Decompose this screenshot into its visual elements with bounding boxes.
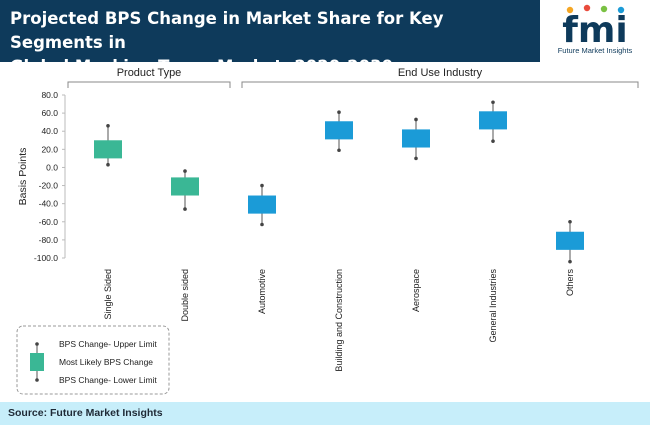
boxes — [94, 100, 584, 264]
legend-likely-label: Most Likely BPS Change — [59, 357, 153, 367]
x-tick-label: Double sided — [180, 269, 190, 322]
x-tick-label: Building and Construction — [334, 269, 344, 372]
y-tick-label: 40.0 — [41, 126, 58, 136]
upper-limit-point — [491, 100, 495, 105]
box-aerospace — [402, 117, 430, 161]
likely-range-box — [248, 195, 276, 214]
x-tick-label: Single Sided — [103, 269, 113, 320]
group-bracket — [241, 81, 639, 88]
box-chart: Product Type End Use Industry 80.0 60.0 40.… — [16, 67, 639, 395]
chart-title: Projected BPS Change in Market Share for… — [10, 9, 444, 76]
box-single-sided — [94, 123, 122, 167]
y-tick-label: -60.0 — [39, 217, 59, 227]
likely-range-box — [556, 231, 584, 250]
upper-limit-point — [260, 183, 264, 188]
upper-limit-point — [568, 219, 572, 224]
lower-limit-point — [260, 222, 264, 227]
legend-lower-point — [35, 378, 39, 382]
legend-lower-label: BPS Change- Lower Limit — [59, 375, 157, 385]
group-label: Product Type — [117, 67, 182, 79]
lower-limit-point — [106, 162, 110, 167]
box-double-sided — [171, 169, 199, 211]
box-general-industries — [479, 100, 507, 143]
legend-upper-label: BPS Change- Upper Limit — [59, 339, 157, 349]
x-tick-label: Others — [565, 269, 575, 297]
lower-limit-point — [414, 156, 418, 161]
header-banner: Projected BPS Change in Market Share for… — [0, 0, 650, 76]
legend: BPS Change- Upper Limit Most Likely BPS C… — [16, 325, 170, 395]
group-headers: Product Type End Use Industry — [67, 67, 639, 88]
y-tick-label: 0.0 — [46, 162, 58, 172]
upper-limit-point — [183, 169, 187, 173]
source-note: Source: Future Market Insights — [8, 407, 163, 419]
likely-range-box — [171, 177, 199, 196]
y-tick-label: -100.0 — [34, 253, 58, 263]
y-tick-label: -40.0 — [39, 199, 59, 209]
y-tick-label: -20.0 — [39, 181, 59, 191]
logo-wordmark: fmi — [562, 10, 628, 46]
legend-box — [30, 353, 44, 371]
box-building-and-construction — [325, 110, 353, 153]
group-bracket — [67, 81, 231, 88]
lower-limit-point — [337, 148, 341, 153]
lower-limit-point — [183, 207, 187, 211]
y-tick-label: 60.0 — [41, 108, 58, 118]
legend-upper-point — [35, 342, 39, 346]
box-others — [556, 219, 584, 264]
lower-limit-point — [568, 259, 572, 264]
fmi-logo: fmi Future Market Insights — [540, 0, 650, 62]
likely-range-box — [402, 129, 430, 148]
fmi-logo-icon: fmi — [562, 4, 628, 51]
box-automotive — [248, 183, 276, 227]
y-axis: 80.0 60.0 40.0 20.0 0.0 -20.0 -40.0 -60.0 -80.0 -… — [17, 90, 66, 263]
likely-range-box — [479, 111, 507, 130]
y-tick-label: 80.0 — [41, 90, 58, 100]
footer-bar: Source: Future Market Insights — [0, 402, 650, 425]
x-tick-label: Automotive — [257, 269, 267, 314]
y-axis-title: Basis Points — [17, 148, 29, 206]
logo-tagline: Future Market Insights — [557, 46, 633, 55]
x-axis-labels: Single Sided Double sided Automotive Buildi… — [103, 269, 575, 372]
upper-limit-point — [414, 117, 418, 122]
group-label: End Use Industry — [398, 67, 483, 79]
legend-frame — [16, 325, 170, 395]
upper-limit-point — [337, 110, 341, 115]
y-tick-label: -80.0 — [39, 235, 59, 245]
y-tick-label: 20.0 — [41, 144, 58, 154]
likely-range-box — [94, 140, 122, 159]
lower-limit-point — [491, 139, 495, 143]
likely-range-box — [325, 121, 353, 140]
upper-limit-point — [106, 123, 110, 128]
x-tick-label: General Industries — [488, 269, 498, 343]
x-tick-label: Aerospace — [411, 269, 421, 312]
